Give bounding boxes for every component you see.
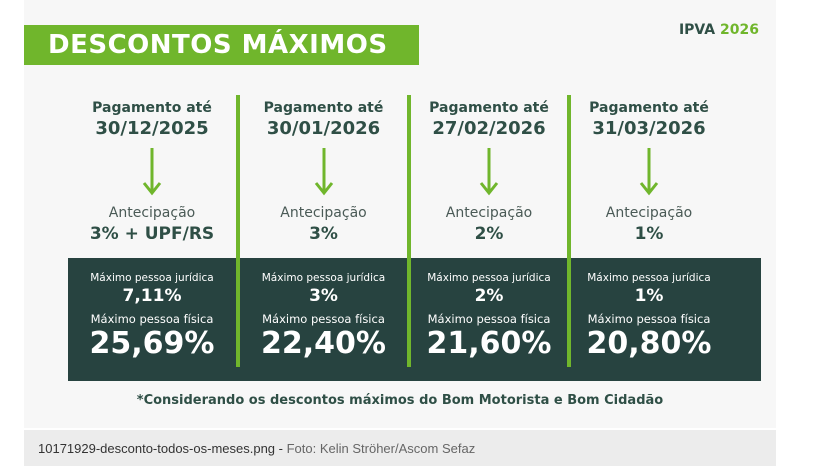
payment-column-1: Pagamento até 30/12/2025 Antecipação 3% …: [68, 0, 236, 380]
anticipation-value: 1%: [634, 224, 664, 244]
legal-entity-value: 1%: [634, 286, 664, 306]
arrow-down-icon: [142, 148, 162, 196]
individual-label: Máximo pessoa física: [90, 312, 214, 326]
legal-entity-label: Máximo pessoa jurídica: [261, 272, 386, 284]
ipva-year-label: IPVA 2026: [679, 22, 759, 38]
payment-label: Pagamento até: [429, 100, 549, 116]
ipva-label: IPVA: [678, 22, 716, 38]
caption-credit: Foto: Kelin Ströher/Ascom Sefaz: [286, 441, 476, 456]
individual-value: 20,80%: [586, 326, 712, 361]
arrow-down-icon: [639, 148, 659, 196]
individual-label: Máximo pessoa física: [587, 312, 711, 326]
legal-entity-label: Máximo pessoa jurídica: [427, 272, 551, 284]
anticipation-value: 2%: [474, 224, 504, 244]
caption-separator: -: [275, 441, 287, 456]
anticipation-label: Antecipação: [605, 205, 693, 221]
payment-column-2: Pagamento até 30/01/2026 Antecipação 3% …: [240, 0, 407, 380]
footnote: *Considerando os descontos máximos do Bo…: [136, 393, 664, 408]
individual-value: 25,69%: [89, 326, 215, 361]
legal-entity-label: Máximo pessoa jurídica: [587, 272, 711, 284]
payment-date: 31/03/2026: [592, 118, 706, 139]
payment-date: 27/02/2026: [432, 118, 546, 139]
payment-column-4: Pagamento até 31/03/2026 Antecipação 1% …: [571, 0, 727, 380]
legal-entity-value: 2%: [474, 286, 504, 306]
payment-label: Pagamento até: [92, 100, 212, 116]
anticipation-label: Antecipação: [108, 205, 196, 221]
anticipation-value: 3%: [309, 224, 338, 244]
ipva-year: 2026: [720, 22, 759, 38]
column-divider: [236, 95, 240, 367]
column-divider: [567, 95, 571, 367]
anticipation-value: 3% + UPF/RS: [89, 224, 215, 244]
caption-bar: [24, 430, 776, 466]
column-divider: [407, 95, 411, 367]
payment-column-3: Pagamento até 27/02/2026 Antecipação 2% …: [411, 0, 567, 380]
legal-entity-value: 7,11%: [122, 286, 182, 306]
page-title: DESCONTOS MÁXIMOS: [24, 25, 419, 65]
arrow-down-icon: [314, 148, 333, 196]
payment-label: Pagamento até: [589, 100, 709, 116]
payment-date: 30/12/2025: [95, 118, 209, 139]
anticipation-label: Antecipação: [280, 205, 367, 221]
image-caption: 10171929-desconto-todos-os-meses.png - F…: [38, 441, 475, 456]
arrow-down-icon: [479, 148, 499, 196]
legal-entity-value: 3%: [309, 286, 338, 306]
anticipation-label: Antecipação: [445, 205, 533, 221]
individual-value: 22,40%: [261, 326, 386, 361]
individual-label: Máximo pessoa física: [427, 312, 551, 326]
caption-filename: 10171929-desconto-todos-os-meses.png: [38, 441, 276, 456]
payment-date: 30/01/2026: [266, 118, 381, 139]
individual-label: Máximo pessoa física: [262, 312, 385, 326]
legal-entity-label: Máximo pessoa jurídica: [90, 272, 214, 284]
discount-band: [68, 258, 761, 381]
payment-label: Pagamento até: [263, 100, 384, 116]
individual-value: 21,60%: [426, 326, 552, 361]
